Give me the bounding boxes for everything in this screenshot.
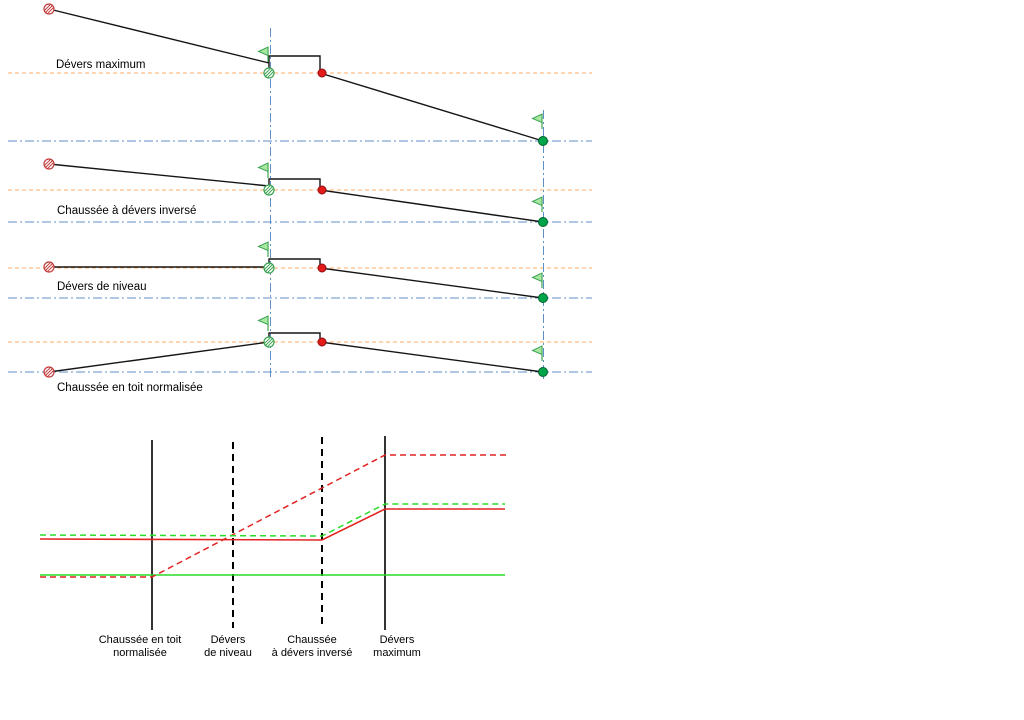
chart-label-toit-normalisee: Chaussée en toit normalisée	[65, 634, 215, 660]
chart-station-lines	[151, 436, 386, 630]
red-hatched-circle-icon	[43, 3, 55, 15]
green-hatched-circle-icon	[263, 262, 275, 274]
red-dot-icon	[317, 68, 327, 78]
green-hatched-circle-icon	[263, 184, 275, 196]
green-flag-icon	[531, 272, 543, 289]
chart-label-line: Dévers	[210, 634, 246, 646]
green-flag-icon	[257, 46, 269, 63]
green-dot-icon	[538, 136, 548, 146]
green-dot-icon	[538, 217, 548, 227]
chart-label-devers-de-niveau: Dévers de niveau	[153, 634, 303, 660]
profile-devers-de-niveau	[48, 258, 544, 299]
green-hatched-circle-icon	[263, 67, 275, 79]
section-label-devers-maximum: Dévers maximum	[56, 59, 146, 71]
series-red-solid	[39, 508, 505, 541]
profile-devers-maximum	[48, 8, 544, 142]
chart-label-devers-maximum: Dévers maximum	[322, 634, 472, 660]
red-dot-icon	[317, 185, 327, 195]
chart-label-line: Dévers	[379, 634, 415, 646]
red-dot-icon	[317, 337, 327, 347]
green-flag-icon	[531, 196, 543, 213]
chart-label-line: normalisée	[113, 647, 167, 659]
blue-reference-lines	[8, 28, 592, 380]
red-hatched-circle-icon	[43, 261, 55, 273]
series-green-dashed	[39, 503, 505, 537]
chart-label-line: Chaussée	[287, 634, 337, 646]
profile-chaussee-en-toit	[48, 332, 544, 373]
section-label-toit-normalisee: Chaussée en toit normalisée	[57, 382, 203, 394]
road-profiles	[48, 8, 544, 373]
green-flag-icon	[257, 162, 269, 179]
chart-label-devers-inverse: Chaussée à dévers inversé	[237, 634, 387, 660]
chart-label-line: de niveau	[204, 647, 252, 659]
red-hatched-circle-icon	[43, 366, 55, 378]
green-flag-icon	[531, 345, 543, 362]
green-flag-icon	[257, 315, 269, 332]
green-hatched-circle-icon	[263, 336, 275, 348]
station-flags	[257, 46, 543, 362]
green-flag-icon	[257, 241, 269, 258]
chart-series	[39, 454, 508, 578]
red-hatched-circle-icon	[43, 158, 55, 170]
chart-label-line: maximum	[373, 647, 421, 659]
chart-label-line: à dévers inversé	[271, 647, 353, 659]
green-flag-icon	[531, 113, 543, 130]
red-dot-icon	[317, 263, 327, 273]
chart-label-line: Chaussée en toit	[98, 634, 182, 646]
green-dot-icon	[538, 367, 548, 377]
profile-chaussee-devers-inverse	[48, 163, 544, 223]
orange-reference-lines	[8, 72, 592, 343]
section-label-devers-inverse: Chaussée à dévers inversé	[57, 205, 197, 217]
green-dot-icon	[538, 293, 548, 303]
series-red-dashed	[40, 454, 508, 578]
section-label-devers-de-niveau: Dévers de niveau	[57, 281, 147, 293]
